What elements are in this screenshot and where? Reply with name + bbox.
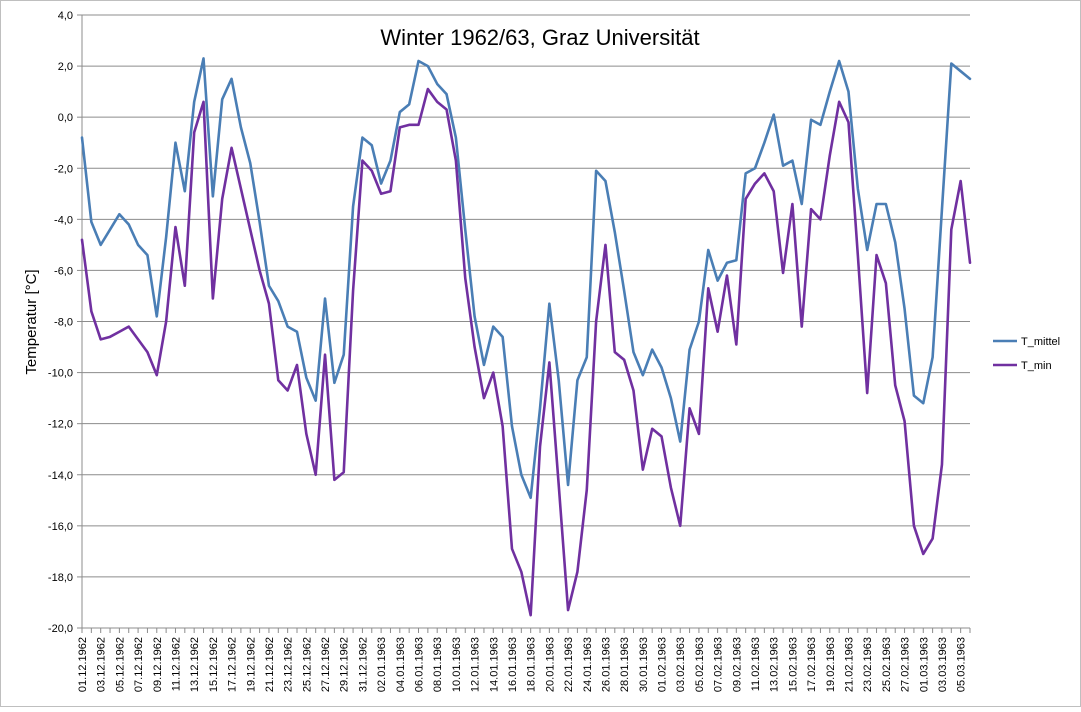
x-tick-label: 21.02.1963 (843, 637, 855, 692)
x-tick-label: 11.12.1962 (170, 637, 182, 691)
y-axis-label: Temperatur [°C] (23, 269, 40, 374)
x-tick-label: 15.12.1962 (208, 637, 220, 692)
x-tick-label: 04.01.1963 (395, 637, 407, 692)
x-tick-label: 24.01.1963 (582, 637, 594, 692)
x-tick-label: 03.03.1963 (937, 637, 949, 692)
x-tick-label: 27.12.1962 (320, 637, 332, 692)
x-tick-label: 03.12.1962 (96, 637, 108, 692)
series-line-t-mittel (80, 57, 972, 500)
x-tick-label: 09.02.1963 (731, 637, 743, 692)
x-tick-label: 10.01.1963 (451, 637, 463, 692)
x-tick-label: 25.12.1962 (301, 637, 313, 692)
y-tick-label: -20,0 (48, 623, 73, 635)
grid (82, 14, 970, 629)
y-tick-label: -14,0 (48, 470, 73, 482)
series-line-t-min (80, 87, 972, 617)
x-tick-label: 26.01.1963 (600, 637, 612, 692)
x-tick-label: 18.01.1963 (526, 637, 538, 692)
y-tick-label: -16,0 (48, 521, 73, 533)
x-tick-label: 31.12.1962 (357, 637, 369, 692)
x-tick-label: 08.01.1963 (432, 637, 444, 692)
x-tick-label: 23.12.1962 (283, 637, 295, 692)
y-tick-label: -18,0 (48, 572, 73, 584)
x-tick-label: 17.12.1962 (227, 637, 239, 692)
x-tick-label: 23.02.1963 (862, 637, 874, 692)
y-tick-labels: 4,0 2,0 0,0 -2,0 -4,0 -6,0 -8,0 -10,0 -12,0 -14,0… (48, 10, 73, 635)
x-tick-label: 22.01.1963 (563, 637, 575, 692)
y-tick-label: -10,0 (48, 368, 73, 380)
x-tick-label: 05.03.1963 (956, 637, 968, 692)
x-tick-label: 02.01.1963 (376, 637, 388, 692)
y-tick-label: -6,0 (54, 265, 73, 277)
x-tick-label: 01.12.1962 (77, 637, 89, 692)
x-tick-label: 30.01.1963 (638, 637, 650, 692)
x-tick-label: 01.03.1963 (918, 637, 930, 692)
x-tick-label: 21.12.1962 (264, 637, 276, 692)
x-tick-label: 13.02.1963 (769, 637, 781, 692)
x-tick-label: 16.01.1963 (507, 637, 519, 692)
x-tick-label: 28.01.1963 (619, 637, 631, 692)
y-tick-label: -12,0 (48, 419, 73, 431)
x-tick-label: 27.02.1963 (900, 637, 912, 692)
y-tick-label: 0,0 (58, 112, 73, 124)
x-tick-label: 20.01.1963 (544, 637, 556, 692)
x-tick-label: 07.02.1963 (713, 637, 725, 692)
x-tick-label: 19.12.1962 (245, 637, 257, 692)
x-tick-label: 11.02.1963 (750, 637, 762, 691)
legend-label: T_min (1021, 360, 1052, 372)
x-tick-label: 19.02.1963 (825, 637, 837, 692)
x-tick-label: 15.02.1963 (787, 637, 799, 692)
x-tick-label: 17.02.1963 (806, 637, 818, 692)
x-tick-label: 29.12.1962 (339, 637, 351, 692)
legend: T_mittel T_min (993, 336, 1060, 372)
y-tick-label: -8,0 (54, 317, 73, 329)
x-tick-label: 12.01.1963 (470, 637, 482, 692)
x-tick-label: 13.12.1962 (189, 637, 201, 692)
x-tick-label: 06.01.1963 (414, 637, 426, 692)
x-tick-label: 05.12.1962 (114, 637, 126, 692)
x-tick-label: 25.02.1963 (881, 637, 893, 692)
x-tick-labels: 01.12.1962 03.12.1962 05.12.1962 07.12.1962… (77, 637, 968, 692)
y-tick-label: 4,0 (58, 10, 73, 22)
x-tick-label: 14.01.1963 (488, 637, 500, 692)
x-tick-label: 07.12.1962 (133, 637, 145, 692)
chart-title: Winter 1962/63, Graz Universität (380, 25, 699, 50)
y-tick-label: -2,0 (54, 163, 73, 175)
x-tick-label: 05.02.1963 (694, 637, 706, 692)
x-tick-label: 09.12.1962 (152, 637, 164, 692)
series (80, 57, 972, 617)
x-tick-label: 01.02.1963 (657, 637, 669, 692)
x-tick-label: 03.02.1963 (675, 637, 687, 692)
y-tick-label: -4,0 (54, 214, 73, 226)
axes (77, 14, 971, 633)
y-tick-label: 2,0 (58, 61, 73, 73)
legend-label: T_mittel (1021, 336, 1060, 348)
